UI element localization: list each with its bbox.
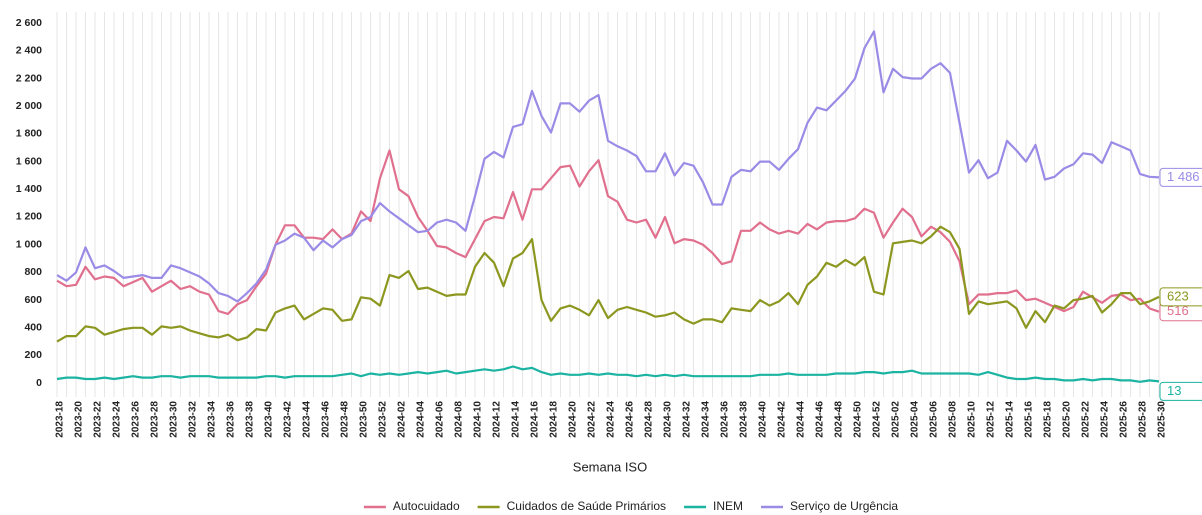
y-tick-label: 800 xyxy=(24,266,42,278)
x-tick-label: 2023-50 xyxy=(359,401,370,438)
legend: Autocuidado Cuidados de Saúde Primários IN… xyxy=(363,499,898,513)
end-label: 1 486 xyxy=(1159,167,1202,187)
end-label-box xyxy=(1159,381,1202,401)
x-tick-label: 2025-10 xyxy=(967,401,978,438)
line xyxy=(56,30,1160,303)
x-tick-label: 2023-20 xyxy=(74,401,85,438)
x-tick-label: 2023-24 xyxy=(112,401,123,438)
x-tick-label: 2025-06 xyxy=(929,401,940,438)
y-tick-label: 600 xyxy=(24,294,42,306)
x-tick-label: 2024-48 xyxy=(834,401,845,438)
x-tick-label: 2024-22 xyxy=(587,401,598,438)
end-label-box xyxy=(1159,287,1202,307)
x-tick-label: 2024-28 xyxy=(644,401,655,438)
grid xyxy=(56,12,1160,397)
legend-label: Serviço de Urgência xyxy=(790,499,898,513)
x-tick-label: 2023-28 xyxy=(150,401,161,438)
x-tick-label: 2024-02 xyxy=(397,401,408,438)
x-tick-label: 2025-14 xyxy=(1005,401,1016,438)
x-tick-label: 2024-24 xyxy=(606,401,617,438)
x-tick-label: 2025-24 xyxy=(1100,401,1111,438)
x-tick-label: 2023-48 xyxy=(340,401,351,438)
line xyxy=(56,365,1160,383)
x-tick-label: 2023-30 xyxy=(169,401,180,438)
y-tick-label: 200 xyxy=(24,349,42,361)
y-tick-label: 1 000 xyxy=(16,238,42,250)
end-label: 623 xyxy=(1159,287,1202,307)
x-tick-label: 2024-36 xyxy=(720,401,731,438)
x-tick-label: 2024-44 xyxy=(796,401,807,438)
x-tick-label: 2024-40 xyxy=(758,401,769,438)
end-label-text: 1 486 xyxy=(1167,169,1200,184)
end-label-text: 516 xyxy=(1167,303,1189,318)
y-tick-label: 2 400 xyxy=(16,45,42,57)
x-tick-label: 2024-34 xyxy=(701,401,712,438)
y-tick-label: 2 000 xyxy=(16,100,42,112)
x-tick-label: 2024-38 xyxy=(739,401,750,438)
legend-label: Cuidados de Saúde Primários xyxy=(507,499,666,513)
x-tick-label: 2025-02 xyxy=(891,401,902,438)
x-tick-label: 2024-10 xyxy=(473,401,484,438)
x-tick-label: 2025-08 xyxy=(948,401,959,438)
y-tick-label: 1 400 xyxy=(16,183,42,195)
y-tick-label: 1 600 xyxy=(16,155,42,167)
x-tick-label: 2024-50 xyxy=(853,401,864,438)
x-tick-label: 2025-30 xyxy=(1157,401,1168,438)
x-tick-label: 2023-40 xyxy=(264,401,275,438)
y-tick-label: 400 xyxy=(24,322,42,334)
y-tick-label: 1 200 xyxy=(16,211,42,223)
x-tick-label: 2023-42 xyxy=(283,401,294,438)
x-tick-label: 2023-44 xyxy=(302,401,313,438)
end-label-box xyxy=(1159,167,1202,187)
x-tick-label: 2025-12 xyxy=(986,401,997,438)
x-axis-title: Semana ISO xyxy=(573,459,647,474)
y-tick-label: 2 200 xyxy=(16,72,42,84)
x-tick-label: 2024-32 xyxy=(682,401,693,438)
x-tick-label: 2025-26 xyxy=(1119,401,1130,438)
x-tick-label: 2023-46 xyxy=(321,401,332,438)
legend-label: INEM xyxy=(713,499,743,513)
y-tick-label: 0 xyxy=(36,377,42,389)
x-tick-label: 2023-38 xyxy=(245,401,256,438)
x-tick-label: 2024-06 xyxy=(435,401,446,438)
line xyxy=(56,225,1160,343)
legend-label: Autocuidado xyxy=(393,499,460,513)
x-tick-label: 2023-36 xyxy=(226,401,237,438)
x-tick-label: 2023-34 xyxy=(207,401,218,438)
x-tick-label: 2024-52 xyxy=(872,401,883,438)
x-tick-label: 2024-18 xyxy=(549,401,560,438)
x-tick-label: 2025-04 xyxy=(910,401,921,438)
x-tick-label: 2024-16 xyxy=(530,401,541,438)
y-tick-label: 2 600 xyxy=(16,17,42,29)
end-label-text: 13 xyxy=(1167,383,1181,398)
end-label: 13 xyxy=(1159,381,1202,401)
y-tick-label: 1 800 xyxy=(16,128,42,140)
x-tick-label: 2024-42 xyxy=(777,401,788,438)
x-tick-label: 2023-26 xyxy=(131,401,142,438)
x-tick-label: 2023-22 xyxy=(93,401,104,438)
x-tick-label: 2023-32 xyxy=(188,401,199,438)
x-tick-label: 2025-20 xyxy=(1062,401,1073,438)
x-tick-label: 2024-12 xyxy=(492,401,503,438)
x-tick-label: 2024-30 xyxy=(663,401,674,438)
x-tick-label: 2025-28 xyxy=(1138,401,1149,438)
end-label-text: 623 xyxy=(1167,288,1189,303)
x-tick-label: 2024-08 xyxy=(454,401,465,438)
x-tick-label: 2025-16 xyxy=(1024,401,1035,438)
x-tick-label: 2023-52 xyxy=(378,401,389,438)
x-tick-label: 2023-18 xyxy=(55,401,66,438)
line xyxy=(56,149,1160,315)
x-tick-label: 2025-22 xyxy=(1081,401,1092,438)
x-tick-label: 2024-26 xyxy=(625,401,636,438)
x-tick-label: 2024-46 xyxy=(815,401,826,438)
x-tick-label: 2025-18 xyxy=(1043,401,1054,438)
x-tick-label: 2024-14 xyxy=(511,401,522,438)
x-tick-label: 2024-20 xyxy=(568,401,579,438)
x-tick-label: 2024-04 xyxy=(416,401,427,438)
